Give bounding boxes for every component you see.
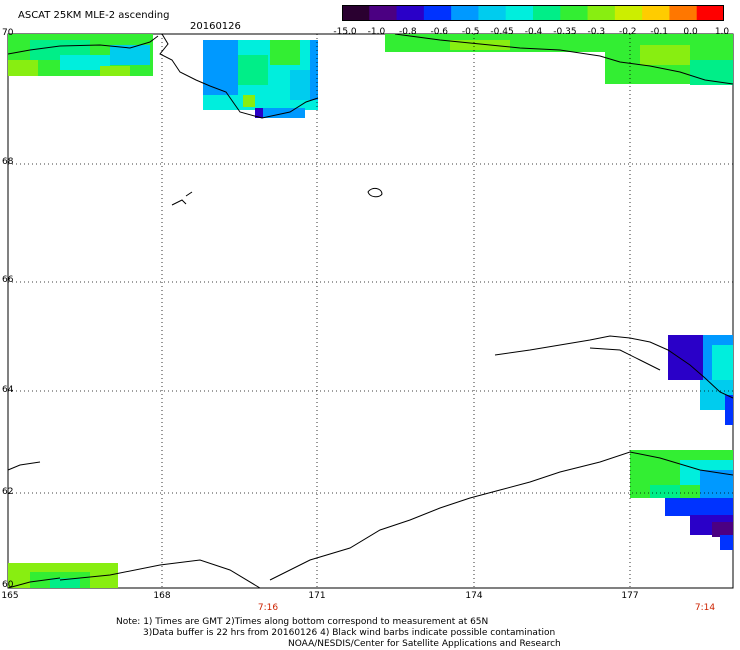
lat-label-68: 68 [2,157,14,167]
map-date: 20160126 [190,21,241,32]
color-scale-label: 1.0 [714,27,730,37]
color-swatch [696,5,725,21]
note-line-3: NOAA/NESDIS/Center for Satellite Applica… [288,639,561,649]
lon-label-177: 177 [621,591,639,601]
color-swatch [396,5,425,21]
time-label-2: 7:14 [694,603,716,613]
color-swatch [342,5,370,21]
lon-label-171: 171 [308,591,326,601]
color-scale-label: -0.1 [650,27,668,37]
map-title: ASCAT 25KM MLE-2 ascending [18,10,170,21]
color-scale-label: -15.0 [333,27,357,37]
ascat-data-swaths [8,34,733,588]
color-swatch [505,5,534,21]
color-scale-label: -0.3 [587,27,606,37]
color-scale-label: -0.6 [430,27,449,37]
color-scale-swatches [342,5,725,21]
color-swatch [669,5,698,21]
lat-label-70: 70 [2,28,14,38]
color-swatch [614,5,643,21]
time-label-1: 7:16 [257,603,279,613]
coastlines [7,33,734,589]
color-swatch [587,5,616,21]
color-scale-border [342,5,724,21]
lat-label-62: 62 [2,487,14,497]
color-swatch [369,5,398,21]
lat-label-66: 66 [2,275,14,285]
note-line-1: Note: 1) Times are GMT 2)Times along bot… [116,617,489,627]
map-frame [7,33,734,589]
lon-label-165: 165 [1,591,19,601]
color-scale-label: -0.8 [399,27,417,37]
color-swatch [642,5,670,21]
note-line-2: 3)Data buffer is 22 hrs from 20160126 4)… [143,628,556,638]
color-scale-bar [342,5,725,21]
color-swatch [533,5,561,21]
color-scale-label: 0.0 [683,27,698,37]
lat-label-64: 64 [2,385,14,395]
color-swatch [451,5,479,21]
lon-label-174: 174 [465,591,483,601]
lat-label-60: 60 [2,580,14,590]
color-scale-label: -0.4 [524,27,543,37]
lon-label-168: 168 [153,591,171,601]
color-scale-label: -1.0 [367,27,386,37]
color-swatch [423,5,452,21]
color-scale-label: -0.45 [490,27,514,37]
color-swatch [478,5,507,21]
color-scale-label: -0.2 [618,27,637,37]
color-swatch [560,5,589,21]
color-scale-label: -0.35 [553,27,577,37]
graticule [8,34,733,588]
color-scale-label: -0.5 [461,27,480,37]
